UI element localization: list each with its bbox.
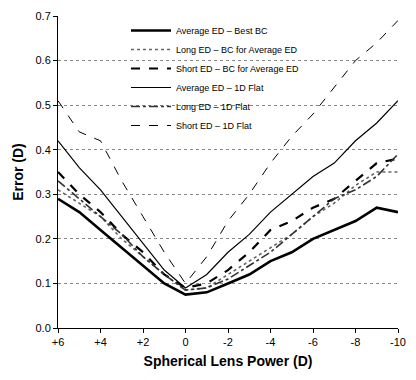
svg-text:0.1: 0.1	[36, 277, 51, 289]
svg-text:-2: -2	[223, 336, 233, 348]
svg-text:-6: -6	[308, 336, 318, 348]
svg-text:Error (D): Error (D)	[10, 143, 26, 201]
svg-text:Short ED – BC for Average ED: Short ED – BC for Average ED	[176, 64, 299, 74]
svg-text:-4: -4	[266, 336, 276, 348]
svg-text:Long ED – 1D Flat: Long ED – 1D Flat	[176, 102, 251, 112]
svg-text:+2: +2	[137, 336, 150, 348]
svg-text:0.2: 0.2	[36, 233, 51, 245]
svg-text:0.5: 0.5	[36, 99, 51, 111]
svg-text:+4: +4	[94, 336, 107, 348]
svg-text:0.0: 0.0	[36, 322, 51, 334]
svg-text:0.7: 0.7	[36, 10, 51, 22]
svg-text:0.3: 0.3	[36, 188, 51, 200]
svg-text:Average ED – 1D Flat: Average ED – 1D Flat	[176, 83, 264, 93]
svg-text:0.6: 0.6	[36, 54, 51, 66]
svg-text:Short ED – 1D Flat: Short ED – 1D Flat	[176, 121, 252, 131]
svg-text:0: 0	[182, 336, 188, 348]
svg-text:-10: -10	[390, 336, 406, 348]
svg-text:0.4: 0.4	[36, 144, 51, 156]
svg-text:Long ED – BC for Average ED: Long ED – BC for Average ED	[176, 45, 297, 55]
svg-text:Average ED – Best BC: Average ED – Best BC	[176, 26, 268, 36]
svg-text:-8: -8	[351, 336, 361, 348]
svg-text:Spherical Lens Power (D): Spherical Lens Power (D)	[144, 353, 313, 369]
svg-text:+6: +6	[52, 336, 65, 348]
